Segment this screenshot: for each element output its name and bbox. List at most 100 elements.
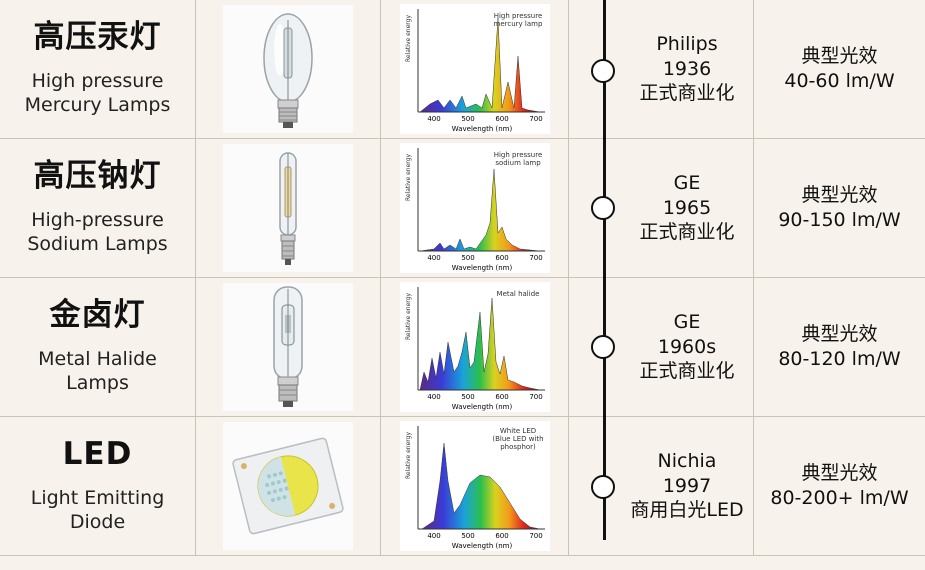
lamp-title-cn: 金卤灯: [49, 297, 146, 334]
spectrum-tick: 600: [495, 254, 508, 262]
maker: Nichia: [657, 449, 717, 472]
lamp-photo-cell: [196, 278, 381, 416]
table-row-metal-halide: 金卤灯 Metal Halide Lamps: [0, 278, 925, 417]
lamp-name-cell: 高压汞灯 High pressure Mercury Lamps: [0, 0, 196, 138]
efficacy-value: 80-200+ lm/W: [770, 487, 909, 509]
spectrum-tick: 500: [461, 115, 474, 123]
spectrum-label-line2: (Blue LED with: [492, 435, 543, 443]
milestone: 正式商业化: [639, 360, 735, 383]
spectrum-chart: Relative energy White LED (Blue LED with…: [399, 421, 550, 551]
efficacy-label: 典型光效: [801, 462, 878, 485]
efficacy-cell: 典型光效 90-150 lm/W: [754, 139, 925, 277]
efficacy-label: 典型光效: [801, 184, 878, 207]
lamp-title-en-line2: Lamps: [66, 372, 129, 395]
spectrum-tick: 400: [427, 393, 440, 401]
lamp-title-cn: 高压汞灯: [33, 19, 162, 56]
spectrum-ylabel: Relative energy: [405, 15, 412, 62]
lamp-name-cell: LED Light Emitting Diode: [0, 417, 196, 555]
milestone: 商用白光LED: [630, 499, 744, 522]
spectrum-cell: Relative energy High pressure mercury la…: [381, 0, 569, 138]
milestone: 正式商业化: [639, 82, 735, 105]
spectrum-tick: 700: [529, 532, 542, 540]
timeline-line: [603, 0, 606, 540]
lamp-title-en-line2: Mercury Lamps: [24, 94, 171, 117]
spectrum-label-line1: High pressure: [493, 151, 542, 159]
lamp-title-en-line1: High pressure: [31, 70, 164, 93]
spectrum-tick: 600: [495, 115, 508, 123]
efficacy-cell: 典型光效 80-200+ lm/W: [754, 417, 925, 555]
lamp-title-en-line1: Light Emitting: [30, 487, 165, 510]
spectrum-tick: 500: [461, 254, 474, 262]
spectrum-label-line1: White LED: [499, 427, 535, 435]
spectrum-label-line1: High pressure: [493, 12, 542, 20]
table-row-sodium: 高压钠灯 High-pressure Sodium Lamps: [0, 139, 925, 278]
efficacy-value: 40-60 lm/W: [784, 70, 895, 92]
spectrum-tick: 400: [427, 115, 440, 123]
spectrum-label-line2: mercury lamp: [493, 20, 542, 28]
spectrum-chart: Relative energy High pressure mercury la…: [399, 4, 550, 134]
timeline-cell: Philips 1936 正式商业化: [569, 0, 754, 138]
lamp-title-en-line2: Sodium Lamps: [27, 233, 168, 256]
table-row-led: LED Light Emitting Diode: [0, 417, 925, 556]
lamp-name-cell: 高压钠灯 High-pressure Sodium Lamps: [0, 139, 196, 277]
lamp-photo-cell: [196, 139, 381, 277]
spectrum-ylabel: Relative energy: [405, 293, 412, 340]
efficacy-cell: 典型光效 40-60 lm/W: [754, 0, 925, 138]
spectrum-tick: 700: [529, 254, 542, 262]
year: 1960s: [657, 335, 717, 358]
spectrum-tick: 600: [495, 393, 508, 401]
timeline-cell: GE 1965 正式商业化: [569, 139, 754, 277]
lamp-title-en-line2: Diode: [69, 511, 126, 534]
spectrum-tick: 400: [427, 532, 440, 540]
maker: GE: [673, 171, 701, 194]
spectrum-label-line2: sodium lamp: [495, 159, 541, 167]
timeline-cell: Nichia 1997 商用白光LED: [569, 417, 754, 555]
year: 1997: [662, 474, 712, 497]
spectrum-tick: 400: [427, 254, 440, 262]
maker: GE: [673, 310, 701, 333]
timeline-node: [591, 59, 615, 83]
sodium-lamp-image: [223, 144, 353, 272]
efficacy-label: 典型光效: [801, 45, 878, 68]
table-row-mercury: 高压汞灯 High pressure Mercury Lamps: [0, 0, 925, 139]
spectrum-label-line3: phosphor): [500, 443, 536, 451]
lamp-title-en-line1: High-pressure: [31, 209, 164, 232]
spectrum-tick: 600: [495, 532, 508, 540]
spectrum-chart: Relative energy High pressure sodium lam…: [399, 143, 550, 273]
spectrum-ylabel: Relative energy: [405, 154, 412, 201]
lamp-photo-cell: [196, 0, 381, 138]
spectrum-xlabel: Wavelength (nm): [451, 264, 512, 272]
year: 1936: [662, 57, 712, 80]
spectrum-label-line1: Metal halide: [496, 290, 539, 298]
spectrum-cell: Relative energy White LED (Blue LED with…: [381, 417, 569, 555]
lamp-name-cell: 金卤灯 Metal Halide Lamps: [0, 278, 196, 416]
spectrum-ylabel: Relative energy: [405, 432, 412, 479]
timeline-node: [591, 475, 615, 499]
efficacy-label: 典型光效: [801, 323, 878, 346]
year: 1965: [662, 196, 712, 219]
efficacy-value: 90-150 lm/W: [778, 209, 901, 231]
timeline-cell: GE 1960s 正式商业化: [569, 278, 754, 416]
spectrum-chart: Relative energy Metal halide 400 500 600…: [399, 282, 550, 412]
lamp-title-en-line1: Metal Halide: [38, 348, 157, 371]
spectrum-xlabel: Wavelength (nm): [451, 125, 512, 133]
efficacy-value: 80-120 lm/W: [778, 348, 901, 370]
timeline-node: [591, 335, 615, 359]
spectrum-tick: 700: [529, 393, 542, 401]
spectrum-tick: 500: [461, 532, 474, 540]
spectrum-cell: Relative energy Metal halide 400 500 600…: [381, 278, 569, 416]
spectrum-xlabel: Wavelength (nm): [451, 403, 512, 411]
efficacy-cell: 典型光效 80-120 lm/W: [754, 278, 925, 416]
spectrum-xlabel: Wavelength (nm): [451, 542, 512, 550]
timeline-node: [591, 196, 615, 220]
lamp-photo-cell: [196, 417, 381, 555]
spectrum-cell: Relative energy High pressure sodium lam…: [381, 139, 569, 277]
lamp-title-cn: 高压钠灯: [33, 158, 162, 195]
mercury-lamp-image: [223, 5, 353, 133]
spectrum-tick: 500: [461, 393, 474, 401]
led-chip-image: [223, 422, 353, 550]
milestone: 正式商业化: [639, 221, 735, 244]
lamp-title-cn: LED: [62, 436, 133, 473]
maker: Philips: [656, 32, 718, 55]
